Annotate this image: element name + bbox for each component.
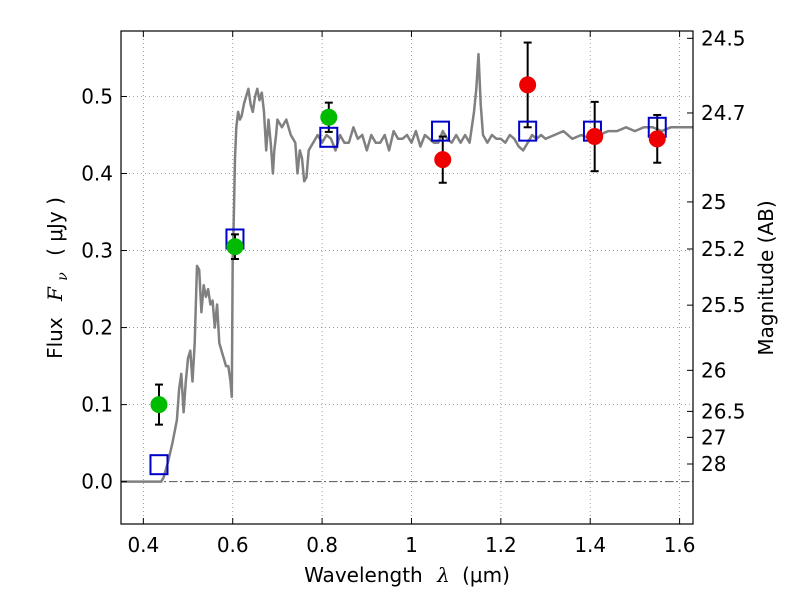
mag-tick-label: 24.5 [701, 26, 746, 50]
mag-tick-label: 26.5 [701, 399, 746, 423]
x-tick-label: 0.8 [306, 533, 338, 557]
x-tick-label: 1 [405, 533, 418, 557]
magnitude-axis-label: Magnitude (AB) [754, 200, 778, 355]
y-tick-label: 0.2 [81, 316, 113, 340]
model-spectrum-line [121, 52, 693, 483]
x-tick-label: 0.4 [127, 533, 159, 557]
y-tick-label: 0.1 [81, 393, 113, 417]
y-tick-label: 0.0 [81, 470, 113, 494]
y-tick-label: 0.3 [81, 239, 113, 263]
mag-tick-label: 28 [701, 452, 726, 476]
y-tick-label: 0.5 [81, 84, 113, 108]
green-circle-marker [150, 396, 168, 414]
axis-ticks [121, 31, 693, 524]
x-tick-label: 1.4 [574, 533, 606, 557]
mag-tick-label: 26 [701, 358, 726, 382]
mag-tick-label: 25.5 [701, 293, 746, 317]
green-circle-marker [226, 238, 244, 256]
mag-tick-label: 25.2 [701, 237, 746, 261]
mag-tick-label: 24.7 [701, 101, 746, 125]
square-marker [149, 454, 169, 476]
y-tick-label: 0.4 [81, 162, 113, 186]
x-axis-label: Wavelength λ (μm) [304, 563, 510, 587]
x-tick-label: 1.2 [485, 533, 517, 557]
plot-frame [120, 30, 694, 525]
mag-tick-label: 25 [701, 190, 726, 214]
y-axis-label: Flux F ν ( μJy ) [43, 197, 72, 359]
photometry-squares [149, 116, 667, 476]
square-marker [319, 126, 339, 148]
x-tick-label: 1.6 [664, 533, 696, 557]
red-circle-marker [519, 76, 537, 94]
square-marker [431, 120, 451, 142]
grid-lines [121, 31, 693, 524]
x-tick-label: 0.6 [217, 533, 249, 557]
tick-labels: 0.4 0.6 0.8 1 1.2 1.4 1.6 0.0 0.1 0.2 0.3 0.4 0.5 24.… [81, 26, 745, 557]
photometry-circles [150, 76, 666, 414]
red-circle-marker [434, 151, 452, 169]
mag-tick-label: 27 [701, 425, 726, 449]
green-circle-marker [320, 108, 338, 126]
red-circle-marker [648, 130, 666, 148]
red-circle-marker [586, 128, 604, 146]
square-marker [518, 120, 538, 142]
